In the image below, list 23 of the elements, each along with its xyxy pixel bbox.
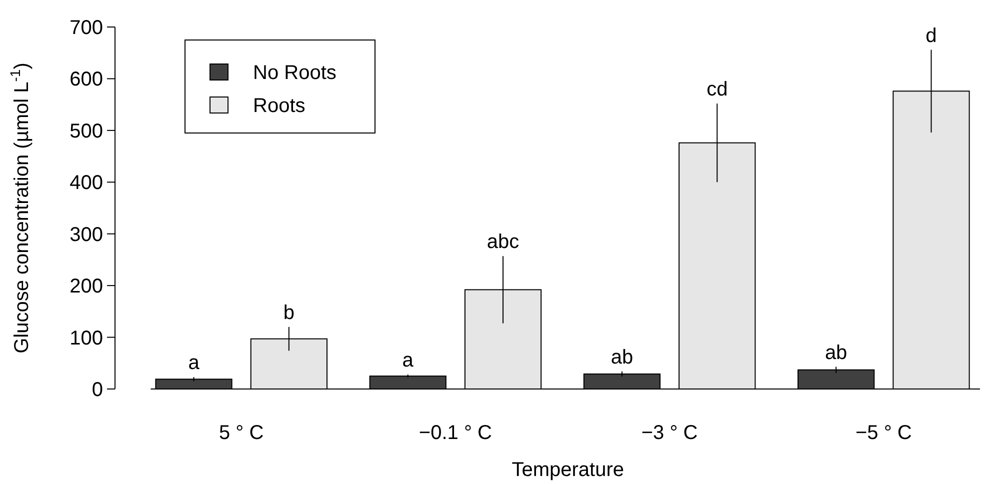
x-tick-label: −5 ° C [855, 422, 912, 444]
data-label: a [188, 352, 200, 374]
y-tick-label: 300 [70, 224, 103, 246]
y-tick-label: 600 [70, 68, 103, 91]
x-tick-label: 5 ° C [219, 422, 264, 444]
data-label: d [926, 24, 937, 47]
data-label: ab [610, 346, 634, 368]
y-tick-label: 400 [70, 172, 103, 194]
x-tick-label: −3 ° C [641, 422, 698, 444]
y-tick-label: 0 [92, 379, 103, 401]
legend-label: No Roots [253, 62, 336, 84]
data-label: cd [706, 78, 728, 101]
y-tick-label: 100 [70, 327, 103, 350]
data-label: abc [486, 231, 520, 254]
x-axis-title: Temperature [512, 459, 624, 481]
y-tick-label: 200 [70, 276, 103, 298]
legend-label: Roots [253, 95, 306, 117]
data-label: ab [824, 342, 848, 364]
y-tick-label: 700 [70, 17, 103, 39]
y-tick-label: 500 [70, 120, 103, 142]
data-label: b [283, 302, 294, 324]
data-label: a [402, 350, 414, 372]
x-tick-label: −0.1 ° C [418, 422, 492, 444]
